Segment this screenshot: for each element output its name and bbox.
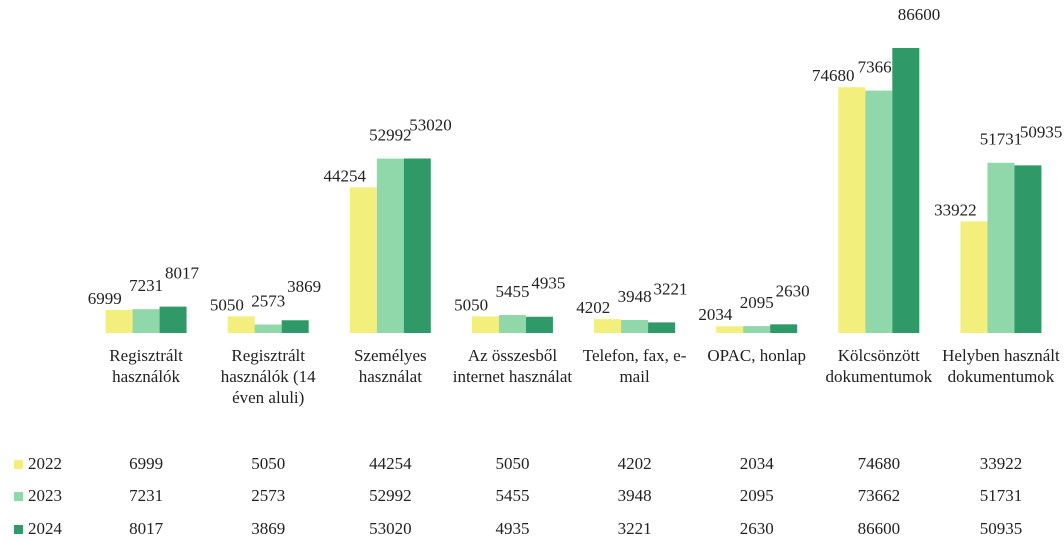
category-label: Személyes használat [353,346,427,386]
data-label: 53020 [409,115,452,134]
bar [892,48,920,333]
bar [960,221,988,333]
category-label: Az összesből internet használat [452,346,573,386]
table-value: 53020 [369,519,412,538]
bar [227,316,255,333]
bar [376,158,404,333]
bar [403,158,431,333]
table-value: 3869 [251,519,285,538]
table-value: 2095 [740,486,774,505]
data-label: 73662 [858,57,901,76]
table-value: 5455 [495,486,529,505]
bar [159,306,187,333]
data-label: 5050 [210,295,244,314]
table-value: 7231 [129,486,163,505]
bar [254,324,282,333]
table-value: 2630 [740,519,774,538]
bar [865,90,893,334]
data-label: 86600 [898,5,941,24]
table-value: 52992 [369,486,412,505]
data-label: 5455 [495,282,529,301]
legend-swatch [14,460,23,469]
table-value: 44254 [369,454,412,473]
category-label: OPAC, honlap [707,346,806,365]
category-label: Regisztrált használók [109,346,183,386]
table-value: 4935 [495,519,529,538]
table-value: 6999 [129,454,163,473]
table-value: 4202 [618,454,652,473]
data-label: 4935 [531,274,565,293]
table-value: 3221 [618,519,652,538]
table-value: 50935 [980,519,1023,538]
data-label: 2573 [251,291,285,310]
bar [498,315,526,333]
data-label: 33922 [934,200,977,219]
bar [281,320,309,333]
bar [770,324,798,333]
category-label: Regisztrált használók (14 éven aluli) [220,346,316,407]
bar [716,326,744,333]
bar [987,162,1015,333]
category-label: Kölcsönzött dokumentumok [825,346,933,386]
data-label: 8017 [165,264,200,283]
data-label: 50935 [1020,122,1063,141]
data-label: 3221 [653,279,687,298]
category-label: Helyben használt dokumentumok [942,346,1060,386]
table-value: 2034 [740,454,775,473]
data-label: 2630 [776,281,810,300]
data-label: 44254 [324,166,367,185]
legend-swatch [14,492,23,501]
bar [594,319,622,333]
data-label: 2095 [740,293,774,312]
legend-label: 2023 [28,486,62,505]
data-label: 6999 [88,289,122,308]
bar [838,87,866,333]
bar [525,316,553,333]
bar [132,309,160,333]
bar [1014,165,1042,333]
table-value: 73662 [858,486,901,505]
data-label: 3948 [618,287,652,306]
data-label: 51731 [980,130,1023,149]
table-value: 8017 [129,519,164,538]
bar [349,187,377,333]
legend-label: 2022 [28,454,62,473]
table-value: 2573 [251,486,285,505]
data-label: 74680 [812,66,855,85]
table-value: 3948 [618,486,652,505]
legend-swatch [14,525,23,534]
category-label: Telefon, fax, e-mail [582,346,687,386]
table-value: 86600 [858,519,901,538]
bar [648,322,676,333]
bar [743,326,771,333]
legend-label: 2024 [28,519,63,538]
table-value: 51731 [980,486,1023,505]
table-value: 74680 [858,454,901,473]
data-label: 4202 [576,298,610,317]
data-label: 7231 [129,276,163,295]
bar [621,320,649,333]
data-label: 5050 [454,295,488,314]
bar [105,309,133,333]
table-value: 5050 [251,454,285,473]
data-label: 2034 [698,305,733,324]
data-label: 52992 [369,126,412,145]
table-value: 33922 [980,454,1023,473]
table-value: 5050 [495,454,529,473]
bar [471,316,499,333]
data-label: 3869 [287,277,321,296]
